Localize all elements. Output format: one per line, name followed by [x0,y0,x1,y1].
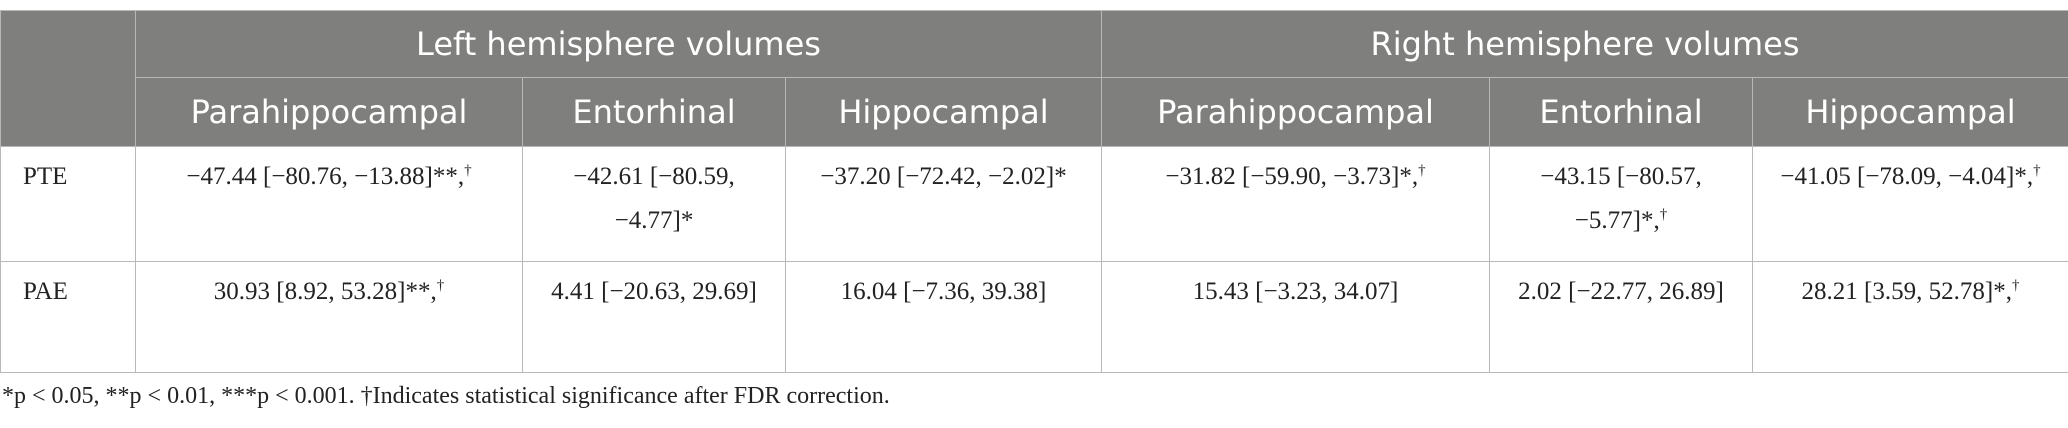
cell-value: 4.41 [−20.63, 29.69] [551,278,757,305]
cell-value: 28.21 [3.59, 52.78]*, [1801,278,2012,305]
column-header: Parahippocampal [1101,77,1490,147]
cell-value: −37.20 [−72.42, −2.02]* [820,163,1067,190]
results-table: Left hemisphere volumes Right hemisphere … [0,10,2068,373]
cell: 28.21 [3.59, 52.78]*,† [1751,261,2068,373]
cell-value: −41.05 [−78.09, −4.04]*, [1780,163,2034,190]
cell: −31.82 [−59.90, −3.73]*,† [1101,146,1490,262]
cell-value: −31.82 [−59.90, −3.73]*, [1165,163,1419,190]
column-header: Parahippocampal [135,77,523,147]
cell-value: 16.04 [−7.36, 39.38] [840,278,1047,305]
cell: 4.41 [−20.63, 29.69] [522,261,786,373]
header-row: Left hemisphere volumes Right hemisphere … [0,10,2068,147]
cell: −47.44 [−80.76, −13.88]**,† [135,146,523,262]
column-header: Hippocampal [785,77,1102,147]
header-row: Parahippocampal Entorhinal Hippocampal Para… [1,77,2068,147]
cell: 15.43 [−3.23, 34.07] [1101,261,1490,373]
cell-marker: † [1418,162,1426,179]
cell-value: 2.02 [−22.77, 26.89] [1518,278,1724,305]
row-label: PTE [0,146,136,262]
data-row: PTE −47.44 [−80.76, −13.88]**,† −42.61 [−8… [0,146,2068,262]
footnote: *p < 0.05, **p < 0.01, ***p < 0.001. †In… [2,383,890,409]
cell: −42.61 [−80.59, −4.77]* [522,146,786,262]
column-header: Entorhinal [1489,77,1753,147]
corner-cell [0,10,136,147]
cell-value: −47.44 [−80.76, −13.88]**, [186,163,465,190]
cell-marker: † [464,162,472,179]
cell: −37.20 [−72.42, −2.02]* [785,146,1102,262]
group-header: Left hemisphere volumes [135,10,1102,78]
cell-value: −42.61 [−80.59, −4.77]* [573,163,735,234]
cell-marker: † [436,277,445,294]
cell-marker: † [1659,206,1668,223]
cell-value: −43.15 [−80.57, −5.77]*, [1540,163,1702,234]
cell-marker: † [2011,277,2020,294]
cell: 16.04 [−7.36, 39.38] [785,261,1102,373]
cell-value: 30.93 [8.92, 53.28]**, [213,278,437,305]
row-label: PAE [0,261,136,373]
column-header: Entorhinal [522,77,786,147]
cell: 30.93 [8.92, 53.28]**,† [135,261,523,373]
cell-marker: † [2033,162,2041,179]
cell-value: 15.43 [−3.23, 34.07] [1192,278,1399,305]
column-header: Hippocampal [1751,77,2068,147]
cell: −41.05 [−78.09, −4.04]*,† [1751,146,2068,262]
group-header: Right hemisphere volumes [1100,10,2068,78]
data-row: PAE 30.93 [8.92, 53.28]**,† 4.41 [−20.63, … [0,261,2068,373]
cell: −43.15 [−80.57, −5.77]*,† [1489,146,1753,262]
cell: 2.02 [−22.77, 26.89] [1489,261,1753,373]
